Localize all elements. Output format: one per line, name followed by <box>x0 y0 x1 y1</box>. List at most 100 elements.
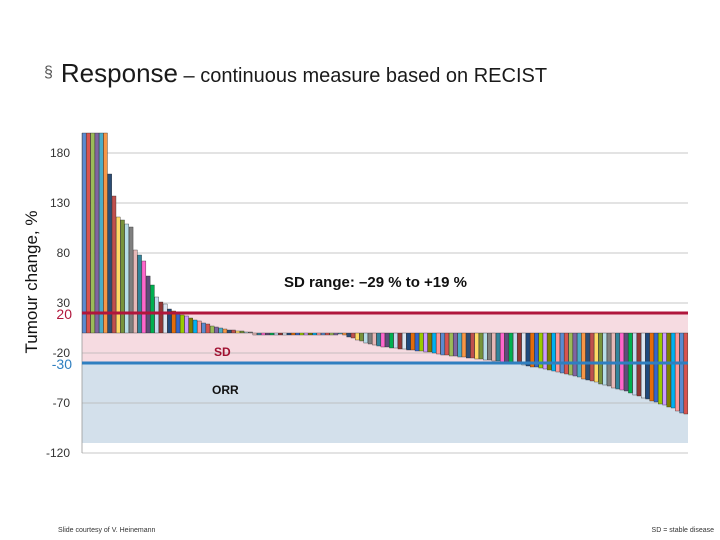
y-tick-label: -70 <box>53 396 71 410</box>
waterfall-bar <box>594 332 599 383</box>
waterfall-bar <box>227 329 232 334</box>
waterfall-bar <box>81 132 87 334</box>
waterfall-bar <box>150 284 155 334</box>
waterfall-bar <box>103 132 108 334</box>
waterfall-bar <box>534 332 539 368</box>
waterfall-bar <box>342 332 347 336</box>
waterfall-bar <box>393 332 398 349</box>
waterfall-bar <box>116 216 121 334</box>
waterfall-bar <box>90 132 95 334</box>
y-tick-label: -120 <box>46 446 70 460</box>
waterfall-bar <box>598 332 603 385</box>
waterfall-bar <box>470 332 475 359</box>
waterfall-bar <box>376 332 381 347</box>
waterfall-bar <box>338 332 343 335</box>
waterfall-bar <box>487 332 492 361</box>
waterfall-bar <box>265 332 270 336</box>
footer-abbreviation: SD = stable disease <box>651 527 714 534</box>
waterfall-bar <box>184 315 189 334</box>
waterfall-bar <box>346 332 351 338</box>
waterfall-bar <box>286 332 292 336</box>
waterfall-bar <box>581 332 586 380</box>
waterfall-bar <box>495 332 501 362</box>
waterfall-bar <box>662 332 667 406</box>
waterfall-bar <box>606 332 612 387</box>
waterfall-bar <box>192 319 198 334</box>
waterfall-bar <box>448 332 454 357</box>
waterfall-bar <box>645 332 650 400</box>
waterfall-bar <box>312 332 317 336</box>
title-main: Response <box>60 58 178 88</box>
waterfall-bar <box>372 332 377 346</box>
waterfall-bar <box>291 332 296 336</box>
waterfall-bar <box>94 132 100 334</box>
waterfall-bar <box>359 332 364 342</box>
waterfall-bar <box>214 326 219 334</box>
waterfall-bar <box>86 132 91 334</box>
waterfall-bar <box>530 332 535 368</box>
y-tick-label: 130 <box>50 196 70 210</box>
waterfall-bar <box>235 330 240 334</box>
waterfall-bar <box>555 332 560 373</box>
waterfall-bar <box>282 332 287 336</box>
waterfall-bar <box>513 332 518 365</box>
waterfall-bar <box>325 332 330 336</box>
slide-title: § Response – continuous measure based on … <box>44 58 547 89</box>
waterfall-bar <box>589 332 595 382</box>
waterfall-bar <box>295 332 300 336</box>
waterfall-bar <box>175 312 181 334</box>
title-rest: – continuous measure based on RECIST <box>177 65 548 87</box>
waterfall-bar <box>611 332 616 389</box>
waterfall-bar <box>180 314 185 334</box>
waterfall-bar <box>670 332 676 409</box>
waterfall-bar <box>303 332 309 336</box>
waterfall-bar <box>602 332 607 386</box>
waterfall-bar <box>333 332 339 336</box>
waterfall-bar <box>218 327 223 334</box>
waterfall-bar <box>679 332 684 414</box>
waterfall-bar <box>444 332 450 356</box>
waterfall-bar <box>658 332 663 405</box>
waterfall-bar <box>402 332 407 350</box>
waterfall-bar <box>525 332 531 367</box>
waterfall-bar <box>461 332 467 358</box>
waterfall-bar <box>466 332 471 359</box>
waterfall-bar <box>410 332 415 351</box>
waterfall-bar <box>683 332 689 415</box>
waterfall-bar <box>551 332 556 372</box>
waterfall-bar <box>248 331 253 334</box>
waterfall-bar <box>453 332 458 357</box>
waterfall-bar <box>500 332 505 363</box>
threshold-label-minus30: -30 <box>52 356 72 372</box>
waterfall-bar <box>167 308 172 334</box>
waterfall-bar <box>521 332 526 366</box>
waterfall-bar <box>440 332 445 356</box>
waterfall-bar <box>145 275 151 334</box>
waterfall-bar <box>577 332 582 378</box>
waterfall-bar <box>197 320 202 334</box>
waterfall-bar <box>111 195 117 334</box>
waterfall-bar <box>124 223 129 334</box>
waterfall-bar <box>653 332 659 403</box>
bullet-icon: § <box>44 64 53 81</box>
waterfall-bar <box>252 332 257 336</box>
waterfall-bar <box>222 328 228 334</box>
waterfall-bar <box>210 325 215 334</box>
waterfall-bar <box>380 332 386 348</box>
waterfall-bar <box>299 332 304 336</box>
waterfall-bar <box>239 330 245 334</box>
waterfall-bar <box>568 332 573 376</box>
waterfall-bar <box>350 332 356 339</box>
threshold-label-plus20: 20 <box>56 306 72 322</box>
waterfall-bar <box>201 322 206 334</box>
waterfall-bar <box>585 332 590 381</box>
y-tick-label: 30 <box>57 296 71 310</box>
waterfall-bar <box>615 332 620 390</box>
waterfall-bar <box>158 301 164 334</box>
waterfall-bar <box>419 332 424 352</box>
waterfall-bar <box>675 332 680 412</box>
waterfall-bar <box>120 219 125 334</box>
waterfall-bar <box>431 332 437 354</box>
waterfall-bar <box>355 332 360 341</box>
